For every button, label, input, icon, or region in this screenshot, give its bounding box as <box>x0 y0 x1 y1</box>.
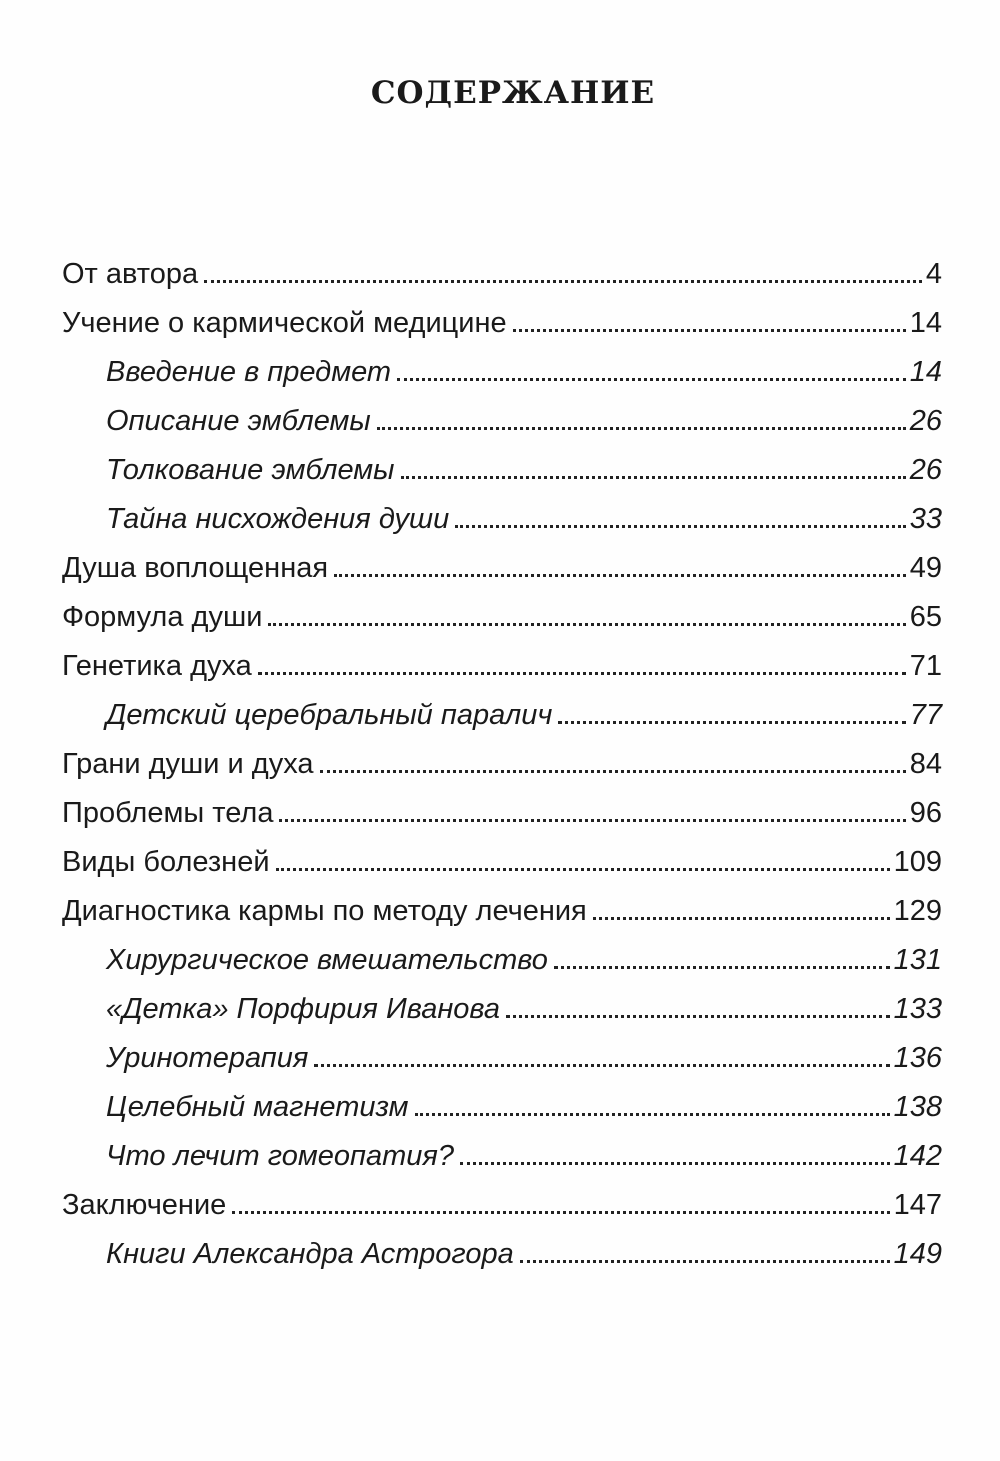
toc-entry-page: 142 <box>893 1140 942 1172</box>
dot-leader <box>319 770 906 773</box>
dot-leader <box>334 574 906 577</box>
toc-entry-title: Грани души и духа <box>62 748 314 780</box>
toc-entry-page: 14 <box>909 307 942 339</box>
dot-leader <box>460 1162 890 1165</box>
dot-leader <box>268 623 906 626</box>
dot-leader <box>314 1064 890 1067</box>
toc-entry: Проблемы тела 96 <box>62 797 942 846</box>
toc-entry-page: 138 <box>893 1091 942 1123</box>
toc-entry-page: 49 <box>909 552 942 584</box>
dot-leader <box>376 427 906 430</box>
toc-entry-title: Учение о кармической медицине <box>62 307 507 339</box>
toc-entry: «Детка» Порфирия Иванова 133 <box>62 993 942 1042</box>
toc-entry-page: 71 <box>909 650 942 682</box>
dot-leader <box>553 966 890 969</box>
toc-entry-page: 109 <box>893 846 942 878</box>
toc-entry: Формула души 65 <box>62 601 942 650</box>
toc-entry-page: 33 <box>909 503 942 535</box>
toc-entry: Описание эмблемы 26 <box>62 405 942 454</box>
toc-entry: Тайна нисхождения души 33 <box>62 503 942 552</box>
toc-entry-page: 26 <box>909 405 942 437</box>
dot-leader <box>519 1260 890 1263</box>
toc-entry: Виды болезней 109 <box>62 846 942 895</box>
toc-entry-page: 133 <box>893 993 942 1025</box>
toc-entry-title: Тайна нисхождения души <box>106 503 450 535</box>
dot-leader <box>455 525 906 528</box>
dot-leader <box>232 1211 890 1214</box>
toc-entry-title: От автора <box>62 258 199 290</box>
toc-entry: Диагностика кармы по методу лечения 129 <box>62 895 942 944</box>
toc-entry-page: 26 <box>909 454 942 486</box>
toc-entry-page: 129 <box>893 895 942 927</box>
dot-leader <box>414 1113 890 1116</box>
dot-leader <box>279 819 906 822</box>
toc-entry: Целебный магнетизм 138 <box>62 1091 942 1140</box>
toc-entry-title: Толкование эмблемы <box>106 454 395 486</box>
toc-entry: Учение о кармической медицине 14 <box>62 307 942 356</box>
toc-entry-title: Книги Александра Астрогора <box>106 1238 514 1270</box>
toc-entry-title: Проблемы тела <box>62 797 274 829</box>
toc-entry-page: 14 <box>909 356 942 388</box>
toc-entry: Толкование эмблемы 26 <box>62 454 942 503</box>
toc-entry-page: 96 <box>909 797 942 829</box>
toc-entry-page: 147 <box>893 1189 942 1221</box>
dot-leader <box>558 721 906 724</box>
dot-leader <box>592 917 890 920</box>
dot-leader <box>400 476 906 479</box>
toc-entry-title: Что лечит гомеопатия? <box>106 1140 454 1172</box>
dot-leader <box>204 280 922 283</box>
toc-entry-title: «Детка» Порфирия Иванова <box>106 993 501 1025</box>
toc-entry-title: Хирургическое вмешательство <box>106 944 548 976</box>
toc-entry: Хирургическое вмешательство 131 <box>62 944 942 993</box>
dot-leader <box>257 672 906 675</box>
toc-entry-title: Генетика духа <box>62 650 252 682</box>
toc-entry-page: 131 <box>893 944 942 976</box>
toc-entry-title: Душа воплощенная <box>62 552 329 584</box>
toc-entry: Детский церебральный паралич 77 <box>62 699 942 748</box>
toc-entry-page: 77 <box>909 699 942 731</box>
dot-leader <box>397 378 906 381</box>
toc-entry-title: Детский церебральный паралич <box>106 699 553 731</box>
dot-leader <box>512 329 906 332</box>
toc-entry-title: Формула души <box>62 601 263 633</box>
toc-entry-title: Уринотерапия <box>106 1042 309 1074</box>
toc-entry: Грани души и духа 84 <box>62 748 942 797</box>
toc-entry-page: 149 <box>893 1238 942 1270</box>
toc-entry-title: Заключение <box>62 1189 227 1221</box>
table-of-contents: От автора 4 Учение о кармической медицине 1… <box>62 258 942 1287</box>
toc-entry-title: Диагностика кармы по методу лечения <box>62 895 587 927</box>
toc-entry: Заключение 147 <box>62 1189 942 1238</box>
toc-entry-title: Целебный магнетизм <box>106 1091 409 1123</box>
toc-entry-page: 136 <box>893 1042 942 1074</box>
toc-entry: Книги Александра Астрогора 149 <box>62 1238 942 1287</box>
toc-entry-page: 84 <box>909 748 942 780</box>
toc-entry-title: Введение в предмет <box>106 356 392 388</box>
toc-entry-title: Виды болезней <box>62 846 270 878</box>
toc-entry: Душа воплощенная 49 <box>62 552 942 601</box>
toc-entry: Что лечит гомеопатия? 142 <box>62 1140 942 1189</box>
page-title: СОДЕРЖАНИЕ <box>370 74 656 111</box>
toc-entry: От автора 4 <box>62 258 942 307</box>
toc-entry: Введение в предмет 14 <box>62 356 942 405</box>
toc-entry: Уринотерапия 136 <box>62 1042 942 1091</box>
toc-entry-page: 65 <box>909 601 942 633</box>
dot-leader <box>506 1015 890 1018</box>
toc-entry: Генетика духа 71 <box>62 650 942 699</box>
toc-entry-title: Описание эмблемы <box>106 405 371 437</box>
dot-leader <box>275 868 890 871</box>
toc-entry-page: 4 <box>925 258 942 290</box>
